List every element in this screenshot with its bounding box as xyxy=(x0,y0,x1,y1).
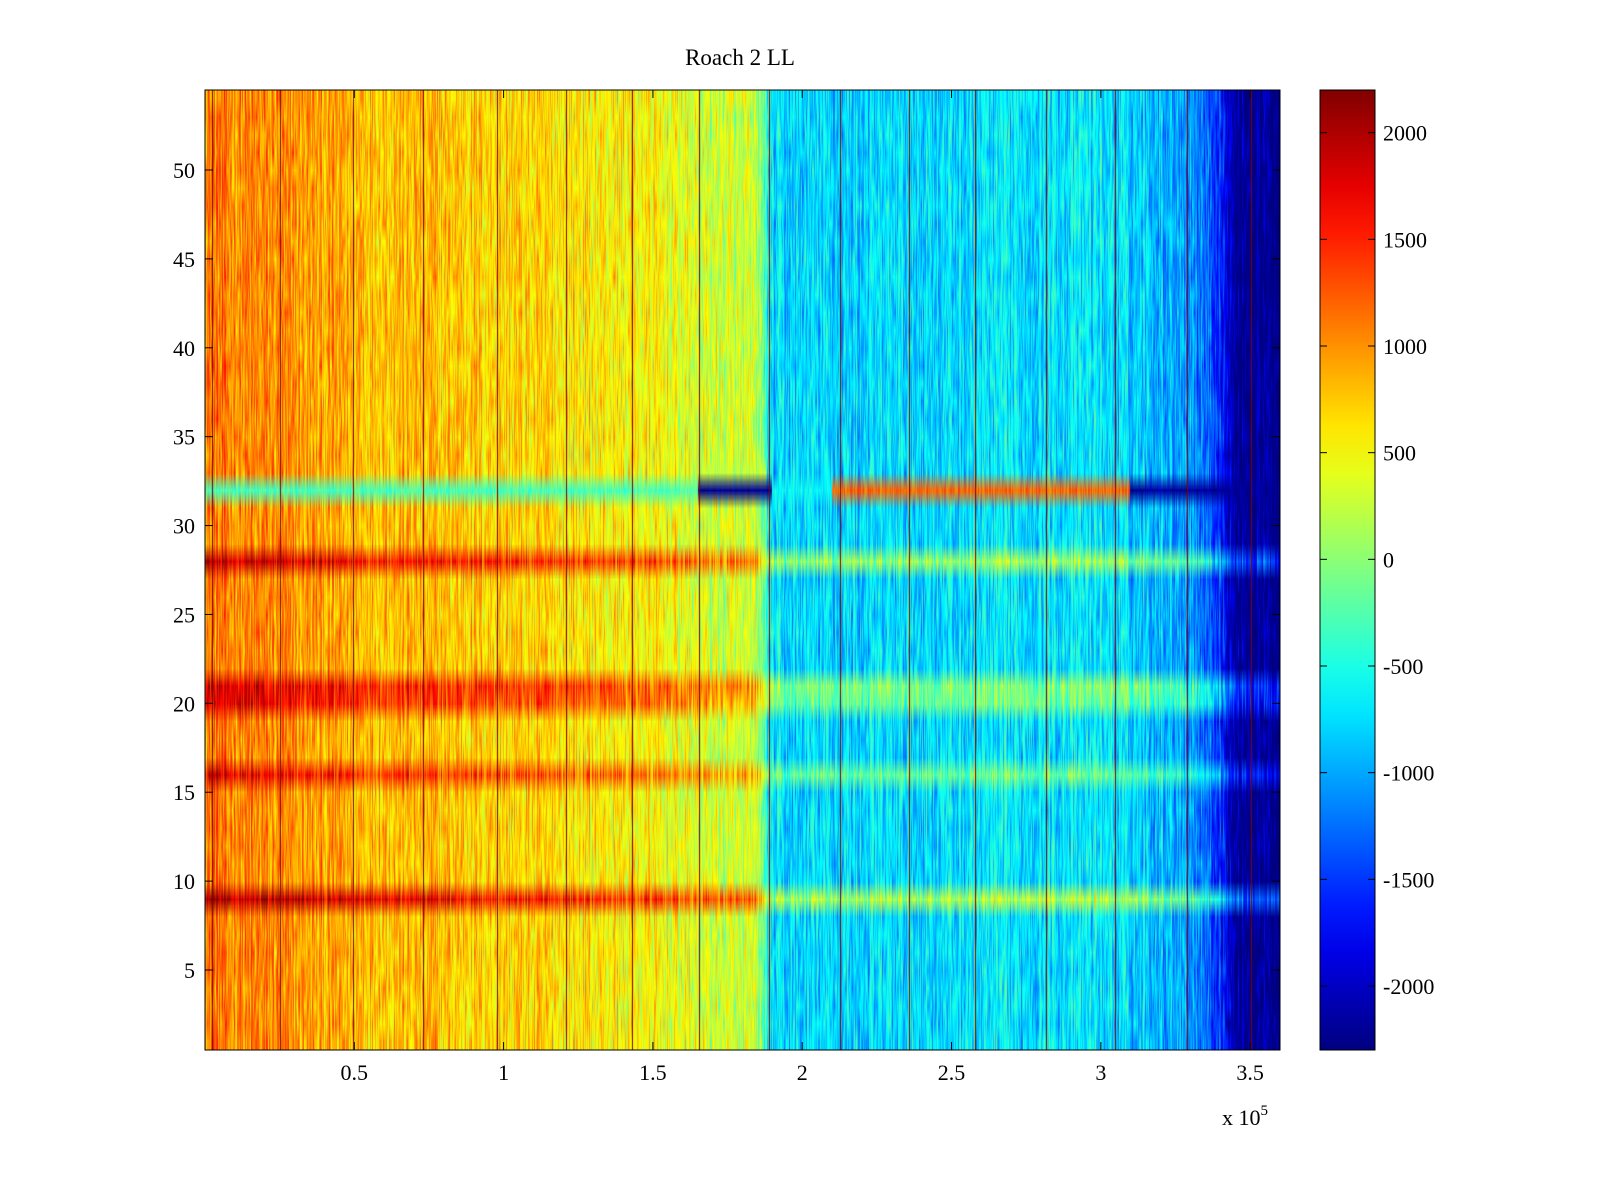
x-tick-label: 1.5 xyxy=(639,1060,667,1085)
colorbar-tick-label: -2000 xyxy=(1383,974,1434,999)
x-tick-label: 1 xyxy=(498,1060,509,1085)
plot-area xyxy=(204,89,1281,1051)
colorbar-tick-label: 2000 xyxy=(1383,121,1427,146)
x-tick-label: 3.5 xyxy=(1236,1060,1264,1085)
y-tick-label: 20 xyxy=(173,691,195,716)
y-tick-label: 30 xyxy=(173,514,195,539)
x-tick-label: 2 xyxy=(797,1060,808,1085)
x-multiplier-label: x 105 xyxy=(1222,1103,1268,1130)
colorbar-tick-label: -500 xyxy=(1383,654,1423,679)
x-multiplier-exponent: 5 xyxy=(1261,1103,1269,1119)
y-tick-label: 15 xyxy=(173,780,195,805)
x-multiplier-base: x 10 xyxy=(1222,1105,1261,1130)
colorbar-tick-label: 1500 xyxy=(1383,227,1427,252)
y-tick-label: 10 xyxy=(173,869,195,894)
colorbar-gradient xyxy=(1319,89,1376,1051)
y-tick-label: 5 xyxy=(184,958,195,983)
y-tick-label: 25 xyxy=(173,602,195,627)
heatmap-image xyxy=(205,90,1280,1050)
y-axis: 5 10 15 20 25 30 35 40 45 50 xyxy=(173,158,1280,983)
y-tick-label: 35 xyxy=(173,425,195,450)
colorbar-tick-label: 500 xyxy=(1383,441,1416,466)
y-tick-label: 50 xyxy=(173,158,195,183)
x-axis: 0.5 1 1.5 2 2.5 3 3.5 xyxy=(341,90,1264,1085)
chart-title: Roach 2 LL xyxy=(685,45,795,70)
x-tick-label: 0.5 xyxy=(341,1060,369,1085)
colorbar-tick-label: 0 xyxy=(1383,547,1394,572)
colorbar: 2000 1500 1000 500 0 -500 -1000 -1500 -2000 xyxy=(1319,89,1434,1051)
x-tick-label: 3 xyxy=(1095,1060,1106,1085)
y-tick-label: 45 xyxy=(173,247,195,272)
colorbar-ticks: 2000 1500 1000 500 0 -500 -1000 -1500 -2000 xyxy=(1320,121,1434,999)
plot-frame xyxy=(204,89,1281,1051)
colorbar-tick-label: -1500 xyxy=(1383,867,1434,892)
colorbar-tick-label: -1000 xyxy=(1383,761,1434,786)
y-tick-label: 40 xyxy=(173,336,195,361)
x-tick-label: 2.5 xyxy=(938,1060,966,1085)
colorbar-tick-label: 1000 xyxy=(1383,334,1427,359)
